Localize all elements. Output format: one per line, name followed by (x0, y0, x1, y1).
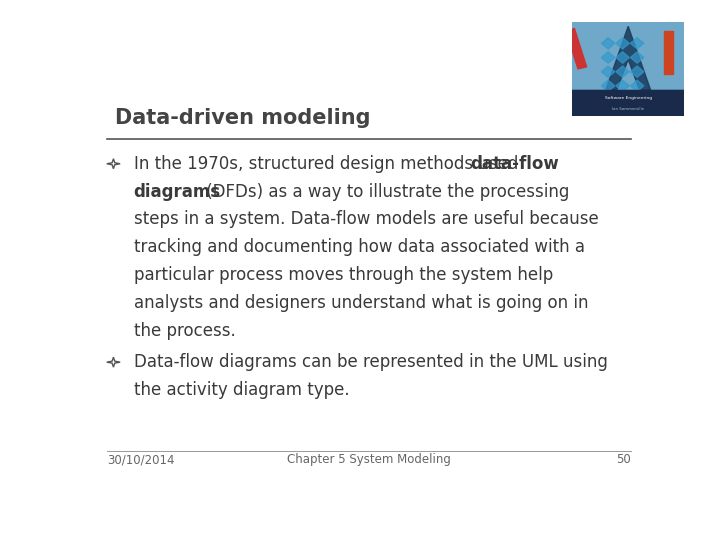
Text: 50: 50 (616, 453, 631, 467)
Bar (572, 22, 684, 90)
Polygon shape (601, 52, 615, 63)
Text: (DFDs) as a way to illustrate the processing: (DFDs) as a way to illustrate the proces… (201, 183, 570, 201)
Text: Chapter 5 System Modeling: Chapter 5 System Modeling (287, 453, 451, 467)
Text: 30/10/2014: 30/10/2014 (107, 453, 174, 467)
Text: particular process moves through the system help: particular process moves through the sys… (133, 266, 553, 284)
Text: Data-driven modeling: Data-driven modeling (115, 109, 371, 129)
Text: analysts and designers understand what is going on in: analysts and designers understand what i… (133, 294, 588, 312)
Text: Software Engineering: Software Engineering (605, 96, 652, 100)
Bar (664, 31, 673, 73)
Polygon shape (631, 66, 644, 77)
Polygon shape (616, 66, 629, 77)
Text: Ian Sommerville: Ian Sommerville (612, 106, 644, 111)
Polygon shape (616, 38, 629, 49)
Bar (572, 90, 684, 116)
Text: steps in a system. Data-flow models are useful because: steps in a system. Data-flow models are … (133, 211, 598, 228)
Polygon shape (606, 26, 651, 90)
Polygon shape (601, 66, 615, 77)
Text: the activity diagram type.: the activity diagram type. (133, 381, 349, 399)
Text: Data-flow diagrams can be represented in the UML using: Data-flow diagrams can be represented in… (133, 353, 608, 371)
Text: data-flow: data-flow (470, 155, 559, 173)
Bar (572, 90, 684, 116)
Polygon shape (601, 80, 615, 91)
Text: the process.: the process. (133, 322, 235, 340)
Polygon shape (631, 38, 644, 49)
Bar (566, 29, 587, 69)
Polygon shape (616, 52, 629, 63)
Polygon shape (601, 38, 615, 49)
Text: tracking and documenting how data associated with a: tracking and documenting how data associ… (133, 238, 585, 256)
Text: diagrams: diagrams (133, 183, 220, 201)
Text: In the 1970s, structured design methods used: In the 1970s, structured design methods … (133, 155, 523, 173)
Polygon shape (631, 52, 644, 63)
Polygon shape (616, 80, 629, 91)
Polygon shape (631, 80, 644, 91)
